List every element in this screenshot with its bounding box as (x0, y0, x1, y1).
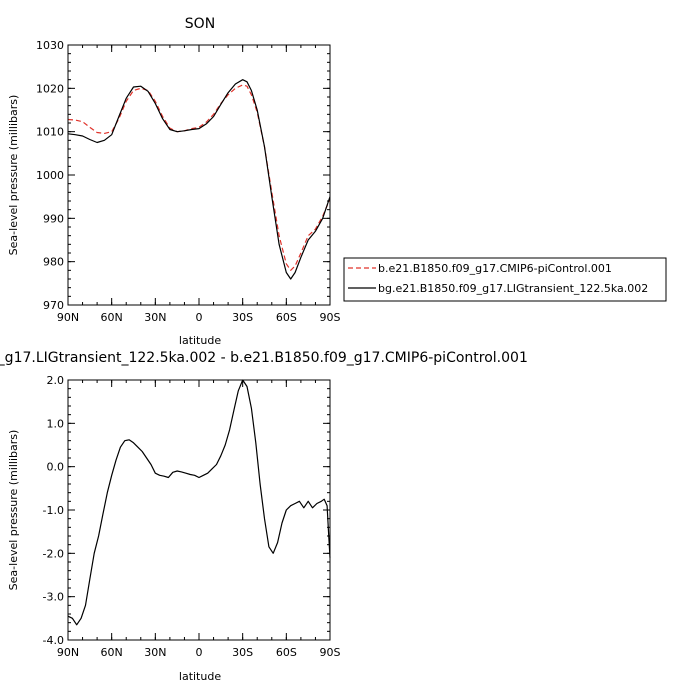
x-tick-label: 90S (320, 646, 341, 659)
x-tick-label: 30S (232, 646, 253, 659)
y-tick-label: 2.0 (47, 374, 65, 387)
legend-label-lig: bg.e21.B1850.f09_g17.LIGtransient_122.5k… (378, 282, 648, 295)
bottom-panel-series-line-0 (67, 379, 331, 626)
x-tick-label: 60N (101, 646, 123, 659)
x-tick-label: 60S (276, 311, 297, 324)
x-tick-label: 0 (196, 311, 203, 324)
legend-box (343, 257, 667, 302)
x-tick-label: 90N (57, 311, 79, 324)
legend-label-control: b.e21.B1850.f09_g17.CMIP6-piControl.001 (378, 262, 612, 275)
x-tick-label: 30S (232, 311, 253, 324)
legend: b.e21.B1850.f09_g17.CMIP6-piControl.001 … (343, 257, 667, 302)
x-tick-label: 90N (57, 646, 79, 659)
y-tick-label: -4.0 (43, 634, 64, 647)
top-panel-frame (67, 44, 331, 306)
top-panel-y-axis-title: Sea-level pressure (millibars) (7, 95, 20, 256)
bottom-panel-x-axis-title: latitude (179, 670, 221, 683)
top-panel-ticks: 90N 60N 30N 0 30S 60S 90S 970 980 990 1000 1010 1020… (36, 39, 341, 324)
y-tick-label: 1000 (36, 169, 64, 182)
bottom-panel-y-axis-title: Sea-level pressure (millibars) (7, 430, 20, 591)
y-tick-label: 1010 (36, 126, 64, 139)
top-panel-series (67, 79, 331, 280)
bottom-panel-ticks: 90N 60N 30N 0 30S 60S 90S -4.0 -3.0 -2.0 -1.0 0.0 1.… (43, 374, 341, 659)
y-tick-label: 1020 (36, 82, 64, 95)
y-tick-label: -2.0 (43, 547, 64, 560)
y-tick-label: 1.0 (47, 417, 65, 430)
bottom-panel-frame (67, 379, 331, 641)
top-panel-x-axis-title: latitude (179, 334, 221, 347)
top-panel-title: SON (185, 16, 215, 32)
y-tick-label: 980 (43, 256, 64, 269)
y-tick-label: 0.0 (47, 461, 65, 474)
top-panel: SON Sea-level pressure (millibars) 90N 60… (7, 16, 341, 324)
bottom-panel: bg.e21.B1850.f09_g17.LIGtransient_122.5k… (0, 350, 528, 683)
y-tick-label: -3.0 (43, 591, 64, 604)
x-tick-label: 90S (320, 311, 341, 324)
y-tick-label: -1.0 (43, 504, 64, 517)
x-tick-label: 30N (144, 646, 166, 659)
x-tick-label: 60S (276, 646, 297, 659)
top-panel-series-line-0 (67, 84, 331, 271)
x-tick-label: 60N (101, 311, 123, 324)
y-tick-label: 990 (43, 212, 64, 225)
x-tick-label: 0 (196, 646, 203, 659)
y-tick-label: 970 (43, 299, 64, 312)
bottom-panel-series (67, 379, 331, 626)
bottom-panel-title: bg.e21.B1850.f09_g17.LIGtransient_122.5k… (0, 350, 528, 366)
x-tick-label: 30N (144, 311, 166, 324)
y-tick-label: 1030 (36, 39, 64, 52)
top-panel-series-line-1 (67, 79, 331, 280)
